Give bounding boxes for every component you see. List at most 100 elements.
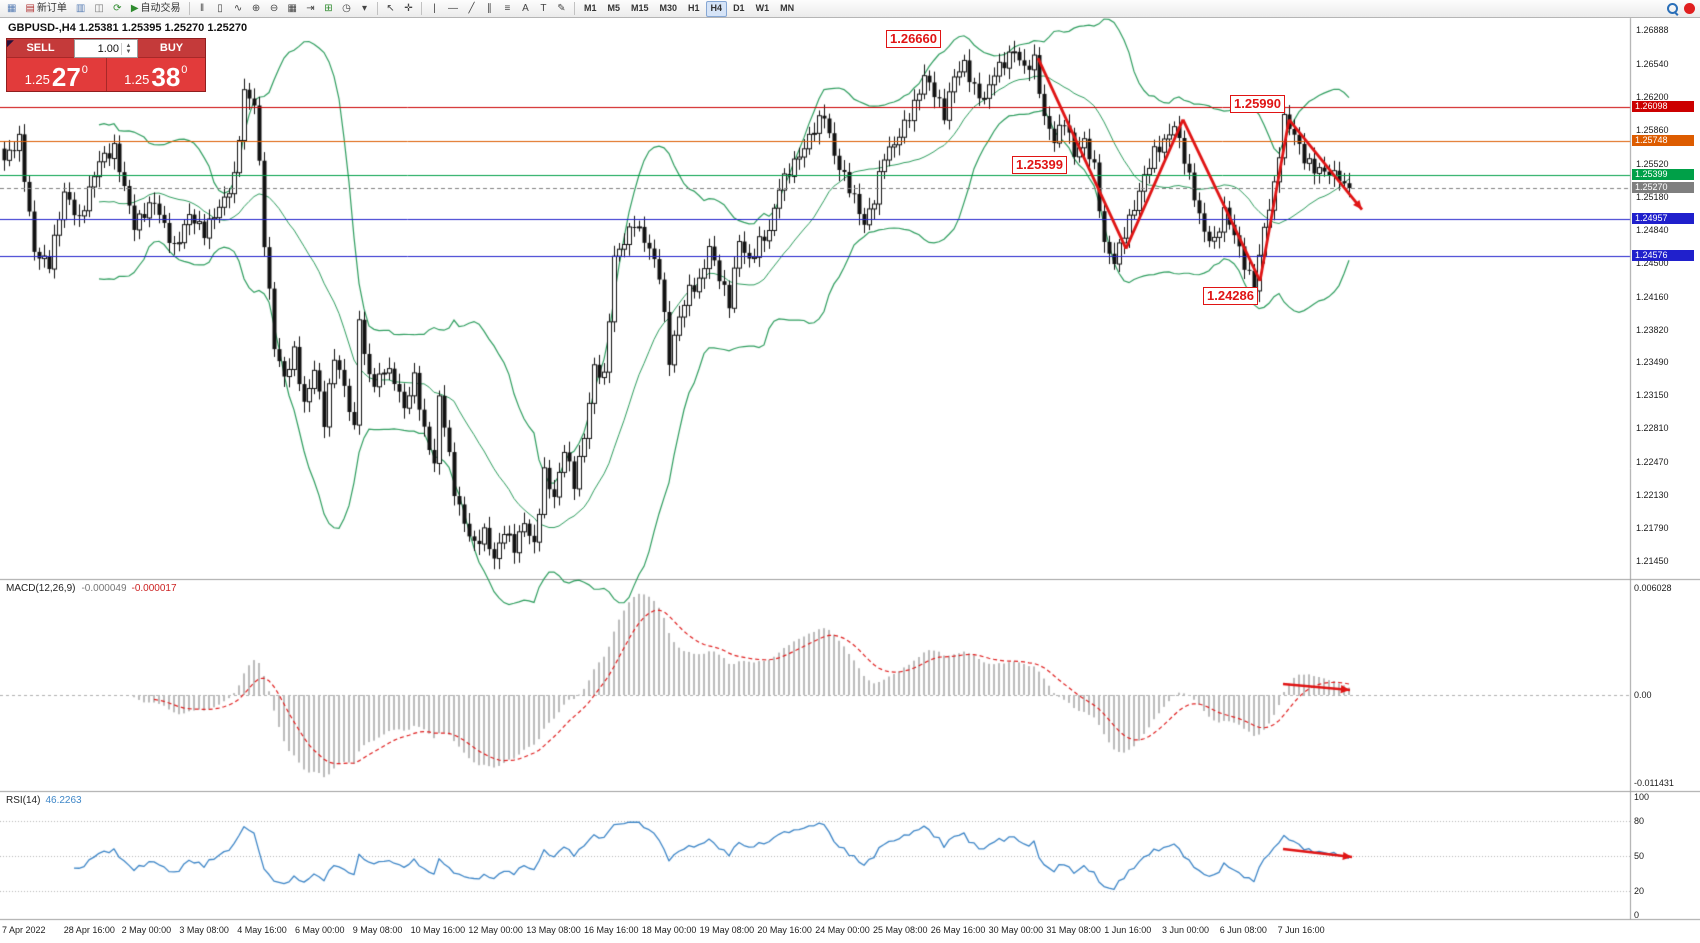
timeframe-mn-button[interactable]: MN (780, 3, 795, 13)
timeframe-w1-button[interactable]: W1 (755, 3, 770, 13)
vertical-line-icon[interactable]: | (426, 1, 443, 17)
notification-badge[interactable] (1684, 3, 1695, 14)
arrows-tool-icon[interactable]: ✎ (553, 1, 570, 17)
collapse-trade-panel-icon[interactable]: ◤ (7, 38, 14, 48)
price-annotation[interactable]: 1.25399 (1012, 156, 1067, 174)
terminal-window-icon[interactable]: ▦ (3, 1, 20, 17)
trendline-icon[interactable]: ╱ (463, 1, 480, 17)
time-axis-label: 6 Jun 08:00 (1219, 925, 1267, 935)
templates-icon-glyph: ▾ (361, 2, 367, 14)
time-axis-label: 28 Apr 16:00 (63, 925, 115, 935)
one-click-trading-panel: ◤ SELL ▲ ▼ BUY 1.25 27 0 1.25 38 0 (6, 38, 206, 92)
periods-icon-glyph: ◷ (342, 2, 351, 14)
indicators-icon-glyph: ⊞ (324, 2, 333, 14)
sell-price-button[interactable]: 1.25 27 0 (7, 58, 106, 91)
buy-price-button[interactable]: 1.25 38 0 (107, 58, 206, 91)
timeframe-m30-button[interactable]: M30 (659, 3, 678, 13)
price-axis-tick: 1.21450 (1636, 556, 1669, 567)
rsi-axis-tick: 100 (1634, 792, 1650, 802)
zoom-out-icon-glyph: ⊖ (269, 2, 279, 14)
macd-name: MACD(12,26,9) (6, 583, 76, 594)
candle-chart-icon-glyph: ▯ (217, 2, 223, 14)
toolbar-button-label: 自动交易 (140, 2, 181, 14)
timeframe-h4-button[interactable]: H4 (705, 0, 728, 17)
magnifier-glyph (1666, 2, 1679, 15)
chart-window-icon[interactable]: ▥ (72, 1, 89, 17)
zoom-in-icon[interactable]: ⊕ (248, 1, 265, 17)
price-axis-tick: 1.24500 (1636, 258, 1669, 269)
time-axis-label: 9 May 08:00 (352, 925, 403, 935)
timeframe-m1-button[interactable]: M1 (583, 3, 597, 13)
time-axis-label: 30 May 00:00 (988, 925, 1044, 935)
volume-input[interactable] (75, 42, 121, 55)
rsi-label: RSI(14) 46.2263 (6, 795, 82, 806)
zoom-out-icon[interactable]: ⊖ (266, 1, 283, 17)
timeframe-m15-button[interactable]: M15 (631, 3, 649, 13)
time-axis-label: 7 Jun 16:00 (1277, 925, 1325, 935)
timeframe-d1-button[interactable]: D1 (733, 3, 745, 13)
new-order-button-glyph: ▤ (25, 2, 35, 14)
time-axis-label: 4 May 16:00 (237, 925, 287, 935)
price-annotation[interactable]: 1.26660 (886, 30, 941, 48)
text-icon[interactable]: A (517, 1, 534, 17)
fibonacci-icon[interactable]: ≡ (499, 1, 516, 17)
auto-scroll-icon[interactable]: ⇥ (302, 1, 319, 17)
toolbar-separator (188, 2, 190, 15)
price-axis-tick: 1.23150 (1636, 390, 1669, 401)
rsi-axis-tick: 0 (1634, 910, 1640, 920)
candle-chart-icon[interactable]: ▯ (212, 1, 229, 17)
chart-symbol-title: GBPUSD-,H4 1.25381 1.25395 1.25270 1.252… (8, 22, 248, 34)
macd-value-main: -0.000049 (81, 583, 127, 594)
time-axis-label: 3 May 08:00 (179, 925, 229, 935)
macd-value-signal: -0.000017 (131, 583, 177, 594)
toolbar: ▦ ▤ 新订单 ▥ ◫ ⟳ ▶ 自动交易 ‖ ▯ ∿ ⊕ ⊖ ▦ ⇥ ⊞ ◷ ▾ ↖ ✛ | ― ╱ ∥ ≡ A T ✎ M1 M5 M15… (0, 0, 1700, 18)
time-axis-label: 16 May 16:00 (584, 925, 639, 935)
line-chart-icon[interactable]: ∿ (230, 1, 247, 17)
templates-icon[interactable]: ▾ (356, 1, 373, 17)
search-icon[interactable] (1662, 1, 1683, 17)
vertical-line-icon-glyph: | (433, 2, 436, 14)
channel-icon[interactable]: ∥ (481, 1, 498, 17)
text-label-icon[interactable]: T (535, 1, 552, 17)
price-axis-tick: 1.23820 (1636, 324, 1669, 335)
timeframe-h1-button[interactable]: H1 (688, 3, 700, 13)
time-axis-label: 31 May 08:00 (1046, 925, 1101, 935)
new-order-button[interactable]: ▤ 新订单 (21, 1, 70, 17)
time-axis-label: 13 May 08:00 (526, 925, 581, 935)
sell-button[interactable]: SELL (7, 39, 74, 58)
volume-up-icon[interactable]: ▲ (125, 42, 132, 49)
periods-icon[interactable]: ◷ (338, 1, 355, 17)
time-axis-label: 3 Jun 00:00 (1162, 925, 1210, 935)
price-axis-tick: 1.26888 (1636, 24, 1669, 35)
price-annotation[interactable]: 1.25990 (1230, 95, 1285, 113)
price-axis-tick: 1.23490 (1636, 357, 1669, 368)
buy-price-sup: 0 (181, 64, 188, 76)
time-axis-label: 25 May 08:00 (873, 925, 928, 935)
horizontal-line-icon[interactable]: ― (444, 1, 462, 17)
autotrade-button[interactable]: ▶ 自动交易 (127, 1, 185, 17)
profiles-icon-glyph: ◫ (94, 2, 104, 14)
horizontal-line-icon-glyph: ― (447, 2, 458, 14)
price-axis-tick: 1.24160 (1636, 291, 1669, 302)
indicators-icon[interactable]: ⊞ (320, 1, 337, 17)
crosshair-icon[interactable]: ✛ (400, 1, 417, 17)
cursor-icon[interactable]: ↖ (382, 1, 399, 17)
price-axis-tick: 1.26540 (1636, 58, 1669, 69)
price-axis-tick: 1.22470 (1636, 456, 1669, 467)
rsi-name: RSI(14) (6, 795, 41, 806)
profiles-icon[interactable]: ◫ (90, 1, 107, 17)
trade-panel-prices: 1.25 27 0 1.25 38 0 (7, 58, 205, 91)
tile-windows-icon-glyph: ▦ (287, 2, 297, 14)
terminal-window-icon-glyph: ▦ (7, 2, 17, 14)
rsi-axis-tick: 20 (1634, 886, 1645, 897)
timeframe-m5-button[interactable]: M5 (607, 3, 620, 13)
time-axis-label: 2 May 00:00 (121, 925, 172, 935)
buy-button[interactable]: BUY (138, 39, 205, 58)
volume-down-icon[interactable]: ▼ (125, 48, 132, 55)
tile-windows-icon[interactable]: ▦ (284, 1, 301, 17)
refresh-icon[interactable]: ⟳ (109, 1, 126, 17)
price-annotation[interactable]: 1.24286 (1203, 287, 1258, 305)
bar-chart-icon[interactable]: ‖ (194, 1, 211, 17)
